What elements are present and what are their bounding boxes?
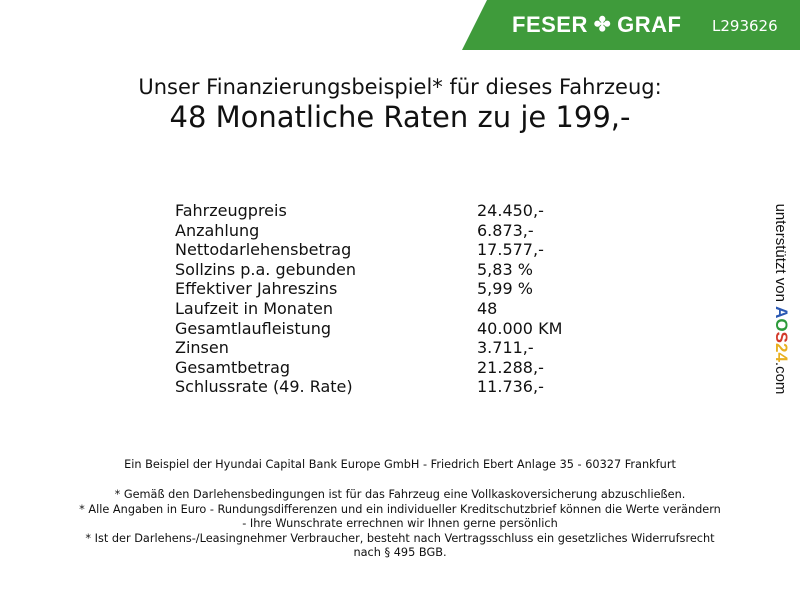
row-value: 5,99 % — [477, 279, 533, 299]
sponsor-suffix: .com — [772, 361, 789, 395]
table-row: Gesamtbetrag 21.288,- — [175, 358, 562, 378]
brand-name-1: FESER — [512, 12, 588, 37]
footnote-2b: - Ihre Wunschrate errechnen wir Ihnen ge… — [242, 517, 558, 530]
brand-banner — [462, 0, 800, 50]
row-label: Zinsen — [175, 338, 229, 358]
table-row: Nettodarlehensbetrag 17.577,- — [175, 240, 562, 260]
table-row: Schlussrate (49. Rate) 11.736,- — [175, 377, 562, 397]
row-label: Sollzins p.a. gebunden — [175, 259, 357, 279]
row-label: Laufzeit in Monaten — [175, 298, 334, 318]
footnote-2a: * Alle Angaben in Euro - Rundungsdiffere… — [79, 503, 721, 516]
row-value: 40.000 KM — [477, 318, 563, 338]
sponsor-credit: unterstützt von AOS24.com — [769, 189, 791, 409]
row-value: 3.711,- — [477, 338, 534, 358]
listing-code: L293626 — [712, 17, 778, 35]
table-row: Zinsen 3.711,- — [175, 338, 562, 358]
row-label: Nettodarlehensbetrag — [175, 240, 352, 260]
row-label: Gesamtbetrag — [175, 357, 291, 377]
table-row: Sollzins p.a. gebunden 5,83 % — [175, 260, 562, 280]
title-line-2: 48 Monatliche Raten zu je 199,- — [169, 100, 631, 134]
row-value: 6.873,- — [477, 220, 534, 240]
table-row: Anzahlung 6.873,- — [175, 221, 562, 241]
bank-info: Ein Beispiel der Hyundai Capital Bank Eu… — [124, 458, 676, 471]
sponsor-text: unterstützt von — [772, 203, 789, 302]
footnote-1: * Gemäß den Darlehensbedingungen ist für… — [114, 488, 686, 501]
brand-logo: FESER ✤ GRAF — [512, 12, 681, 38]
footnote-3b: nach § 495 BGB. — [353, 546, 447, 559]
table-row: Gesamtlaufleistung 40.000 KM — [175, 319, 562, 339]
table-row: Effektiver Jahreszins 5,99 % — [175, 279, 562, 299]
table-row: Fahrzeugpreis 24.450,- — [175, 201, 562, 221]
row-value: 17.577,- — [477, 240, 544, 260]
row-value: 48 — [477, 298, 498, 318]
row-value: 24.450,- — [477, 201, 544, 220]
brand-name-2: GRAF — [617, 12, 682, 37]
title-line-1: Unser Finanzierungsbeispiel* für dieses … — [138, 75, 662, 99]
row-label: Fahrzeugpreis — [175, 201, 287, 220]
row-label: Anzahlung — [175, 220, 260, 240]
clover-icon: ✤ — [593, 14, 612, 36]
row-value: 5,83 % — [477, 259, 533, 279]
aos24-logo: AOS24 — [772, 306, 791, 362]
row-value: 11.736,- — [477, 377, 544, 397]
row-value: 21.288,- — [477, 357, 544, 377]
table-row: Laufzeit in Monaten 48 — [175, 299, 562, 319]
financing-table: Fahrzeugpreis 24.450,- Anzahlung 6.873,- Net… — [175, 201, 562, 397]
row-label: Gesamtlaufleistung — [175, 318, 332, 338]
footnote-3a: * Ist der Darlehens-/Leasingnehmer Verbr… — [85, 532, 715, 545]
row-label: Schlussrate (49. Rate) — [175, 377, 353, 397]
row-label: Effektiver Jahreszins — [175, 279, 338, 299]
